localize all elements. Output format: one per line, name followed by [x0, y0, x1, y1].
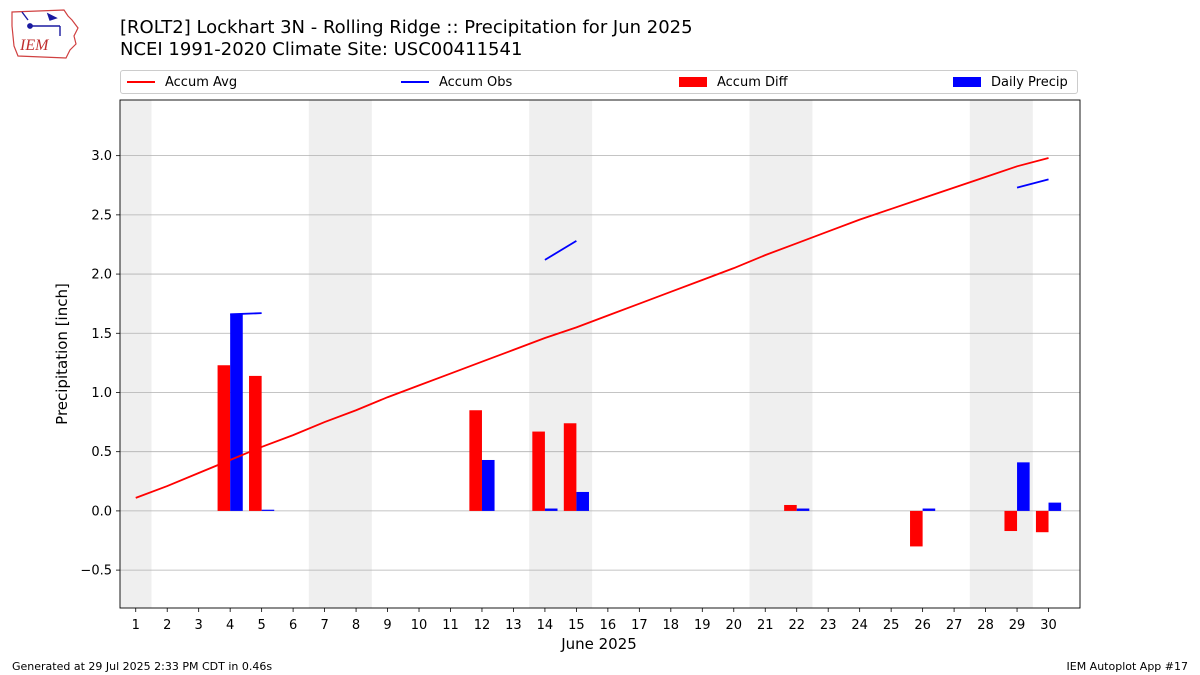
x-tick-label: 20 — [725, 618, 742, 633]
accum-diff-bar — [249, 375, 262, 511]
x-tick-label: 29 — [1009, 618, 1026, 633]
x-tick-label: 10 — [411, 618, 428, 633]
x-tick-label: 12 — [474, 618, 491, 633]
accum-diff-bar — [217, 365, 231, 511]
iem-logo-text: IEM — [19, 37, 50, 54]
legend-accum-diff-swatch — [679, 77, 707, 87]
x-tick-label: 19 — [694, 618, 711, 633]
y-tick-label: 3.0 — [91, 149, 112, 164]
weekend-band-3 — [529, 100, 593, 608]
accum-diff-bar — [910, 510, 923, 547]
legend-daily-precip-label: Daily Precip — [991, 74, 1068, 90]
daily-precip-bar — [576, 491, 589, 511]
legend-accum-diff-label: Accum Diff — [717, 74, 788, 90]
weather-station-icon — [21, 11, 61, 36]
daily-precip-bar — [1017, 462, 1030, 511]
x-tick-label: 2 — [163, 618, 171, 633]
chart-subtitle: NCEI 1991-2020 Climate Site: USC00411541 — [120, 39, 523, 60]
legend-accum-obs: Accum Obs — [401, 71, 512, 93]
x-tick-label: 5 — [257, 618, 265, 633]
x-tick-label: 17 — [631, 618, 648, 633]
footer-app-text: IEM Autoplot App #17 — [1066, 660, 1189, 673]
x-tick-label: 14 — [537, 618, 554, 633]
legend-accum-avg-label: Accum Avg — [165, 74, 238, 90]
x-tick-label: 25 — [883, 618, 900, 633]
weekend-band-2 — [308, 100, 372, 608]
daily-precip-bar — [922, 508, 936, 511]
accum-obs-line — [544, 240, 577, 261]
y-tick-label: 2.5 — [91, 208, 112, 223]
y-tick-label: 1.0 — [91, 386, 112, 401]
accum-diff-bar — [563, 423, 577, 511]
y-tick-label: 2.0 — [91, 268, 112, 283]
weekend-band-1 — [120, 100, 152, 608]
legend-accum-diff: Accum Diff — [679, 71, 788, 93]
legend-daily-precip: Daily Precip — [953, 71, 1068, 93]
weekend-band-4 — [749, 100, 813, 608]
y-tick-label: −0.5 — [80, 564, 112, 579]
accum-diff-bar — [469, 410, 482, 511]
y-axis-label: Precipitation [inch] — [53, 283, 71, 425]
footer-generated-text: Generated at 29 Jul 2025 2:33 PM CDT in … — [12, 660, 273, 673]
x-tick-label: 11 — [442, 618, 459, 633]
x-tick-label: 3 — [195, 618, 203, 633]
x-tick-label: 9 — [383, 618, 391, 633]
accum-diff-bar — [784, 504, 797, 511]
daily-precip-bar — [481, 459, 495, 511]
x-tick-label: 24 — [851, 618, 868, 633]
accum-diff-bar — [1004, 510, 1018, 532]
accum-diff-bar — [1035, 510, 1049, 533]
daily-precip-bar — [544, 508, 558, 511]
legend-accum-obs-label: Accum Obs — [439, 74, 513, 90]
x-axis-label: June 2025 — [561, 635, 637, 653]
legend-accum-avg: Accum Avg — [127, 71, 237, 93]
chart-title: [ROLT2] Lockhart 3N - Rolling Ridge :: P… — [120, 17, 693, 38]
y-tick-label: 1.5 — [91, 327, 112, 342]
iowa-outline-icon — [11, 9, 79, 59]
daily-precip-bar — [796, 508, 810, 511]
accum-obs-line — [230, 312, 262, 316]
accum-obs-line — [1016, 178, 1049, 189]
daily-precip-bar — [1048, 502, 1062, 511]
x-tick-label: 1 — [132, 618, 140, 633]
x-tick-label: 13 — [505, 618, 522, 633]
legend-accum-obs-swatch — [401, 81, 429, 83]
x-tick-label: 22 — [788, 618, 805, 633]
iem-logo: IEM — [11, 9, 79, 59]
x-tick-label: 18 — [663, 618, 680, 633]
x-tick-label: 4 — [226, 618, 234, 633]
x-tick-label: 15 — [568, 618, 585, 633]
x-tick-label: 23 — [820, 618, 837, 633]
x-tick-label: 7 — [320, 618, 328, 633]
x-tick-label: 16 — [600, 618, 617, 633]
daily-precip-bar — [261, 509, 275, 511]
x-tick-label: 6 — [289, 618, 297, 633]
x-tick-label: 27 — [946, 618, 963, 633]
x-tick-label: 8 — [352, 618, 360, 633]
plot-frame — [119, 99, 1081, 609]
x-tick-label: 26 — [914, 618, 931, 633]
legend-daily-precip-swatch — [953, 77, 981, 87]
legend-accum-avg-swatch — [127, 81, 155, 83]
x-tick-label: 30 — [1040, 618, 1057, 633]
weekend-band-5 — [969, 100, 1033, 608]
x-tick-label: 21 — [757, 618, 774, 633]
daily-precip-bar — [230, 314, 243, 511]
accum-avg-line — [135, 157, 1049, 499]
x-tick-label: 28 — [977, 618, 994, 633]
y-tick-label: 0.0 — [91, 504, 112, 519]
y-tick-label: 0.5 — [91, 445, 112, 460]
accum-diff-bar — [532, 431, 545, 511]
chart-legend: Accum Avg Accum Obs Accum Diff Daily Pre… — [120, 70, 1078, 94]
